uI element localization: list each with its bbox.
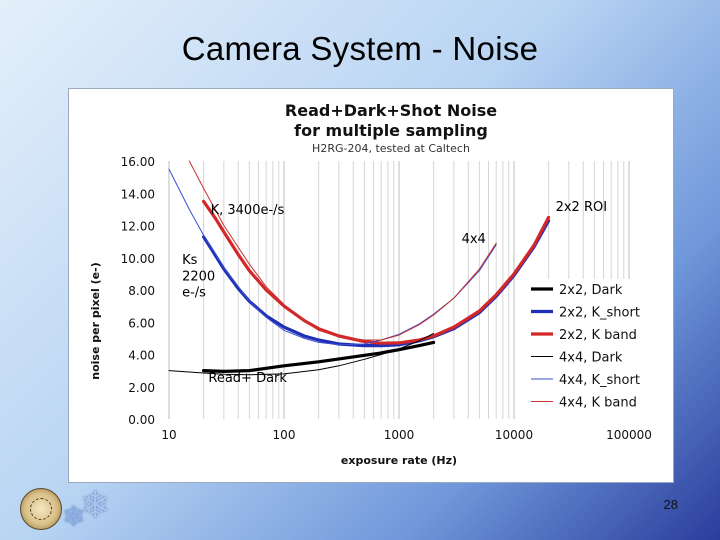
legend-label: 4x4, K band bbox=[559, 396, 637, 411]
y-tick-label: 0.00 bbox=[128, 413, 155, 427]
chart-annotation: K, 3400e-/s bbox=[211, 203, 285, 218]
chart-annotation: e-/s bbox=[182, 285, 206, 300]
chart-title-line2: for multiple sampling bbox=[294, 121, 488, 140]
x-tick-label: 1000 bbox=[384, 428, 415, 442]
x-tick-label: 10 bbox=[161, 428, 176, 442]
y-tick-label: 2.00 bbox=[128, 381, 155, 395]
university-seal-icon bbox=[20, 488, 62, 530]
y-tick-label: 8.00 bbox=[128, 284, 155, 298]
legend-label: 2x2, Dark bbox=[559, 283, 623, 298]
series-line-4x4-k-band bbox=[188, 160, 497, 341]
chart-annotation: 4x4 bbox=[462, 232, 486, 247]
snowflake-icon: ❄ bbox=[80, 484, 111, 525]
slide-title: Camera System - Noise bbox=[181, 30, 539, 67]
noise-chart: Read+Dark+Shot Noise for multiple sampli… bbox=[89, 101, 663, 467]
legend-label: 2x2, K_short bbox=[559, 306, 640, 321]
chart-subtitle: H2RG-204, tested at Caltech bbox=[312, 142, 470, 155]
y-axis-label: noise per pixel (e-) bbox=[89, 262, 102, 379]
legend-label: 4x4, K_short bbox=[559, 373, 640, 388]
chart-annotation: Read+ Dark bbox=[208, 371, 287, 386]
chart-annotation: 2200 bbox=[182, 269, 215, 284]
snowflake-icon-small: ❄ bbox=[62, 501, 86, 532]
y-tick-label: 6.00 bbox=[128, 316, 155, 330]
x-tick-label: 10000 bbox=[495, 428, 533, 442]
y-tick-label: 12.00 bbox=[121, 220, 155, 234]
legend-label: 2x2, K band bbox=[559, 328, 637, 343]
chart-annotation: Ks bbox=[182, 253, 198, 268]
y-tick-label: 10.00 bbox=[121, 252, 155, 266]
y-tick-label: 16.00 bbox=[121, 155, 155, 169]
x-tick-label: 100 bbox=[273, 428, 296, 442]
series-line-2x2-k-band bbox=[202, 199, 551, 345]
y-tick-label: 14.00 bbox=[121, 187, 155, 201]
series-line-2x2-k-short bbox=[202, 219, 551, 348]
chart-annotation: 2x2 ROI bbox=[556, 200, 607, 215]
legend-label: 4x4, Dark bbox=[559, 351, 623, 366]
slide-number: 28 bbox=[663, 497, 678, 512]
series-line-4x4-dark bbox=[168, 333, 435, 376]
x-axis-label: exposure rate (Hz) bbox=[341, 454, 457, 467]
chart-title: Read+Dark+Shot Noise bbox=[285, 101, 497, 120]
y-tick-label: 4.00 bbox=[128, 349, 155, 363]
chart-frame: Read+Dark+Shot Noise for multiple sampli… bbox=[68, 88, 674, 483]
series-line-2x2-dark bbox=[202, 340, 436, 373]
series-line-4x4-k-short bbox=[168, 168, 497, 346]
x-tick-label: 100000 bbox=[606, 428, 652, 442]
legend-box bbox=[523, 279, 663, 420]
